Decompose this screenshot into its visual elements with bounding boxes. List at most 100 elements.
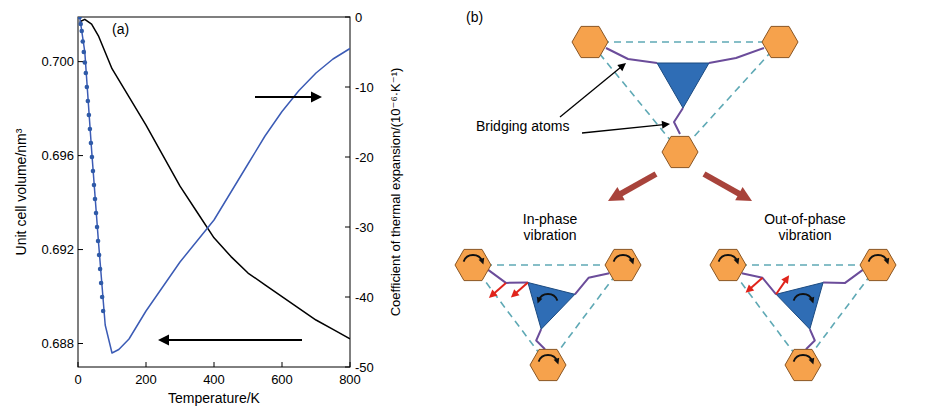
vibration-arrow — [494, 283, 506, 294]
bridge — [575, 273, 609, 294]
x-axis-title: Temperature/K — [168, 390, 260, 406]
axis-pointer-arrow-head — [311, 92, 322, 103]
hexagon — [605, 249, 641, 280]
data-point — [85, 85, 90, 90]
y2-tick-label: 0 — [355, 10, 362, 25]
panel-label: (a) — [112, 21, 129, 37]
y-tick — [78, 155, 83, 156]
data-point — [84, 71, 89, 76]
hexagon — [662, 136, 698, 167]
data-point — [90, 155, 95, 160]
hexagon — [860, 249, 896, 280]
mode-label: Out-of-phasevibration — [764, 211, 846, 243]
data-point — [97, 253, 102, 258]
data-point — [83, 60, 88, 65]
axis-pointer-arrow-head — [158, 335, 169, 346]
rotation-arrow-head — [809, 297, 815, 304]
data-point — [81, 50, 86, 55]
data-point — [78, 22, 83, 27]
data-point — [88, 127, 93, 132]
dashed-link — [590, 42, 680, 152]
bridge — [709, 48, 764, 63]
axis-pointer-arrow — [255, 96, 313, 98]
data-point — [93, 197, 98, 202]
curve — [80, 19, 350, 338]
vibration-arrow-head — [489, 290, 498, 298]
bridge — [488, 270, 528, 283]
y-tick-label: 0.696 — [41, 148, 74, 163]
data-point — [101, 309, 106, 314]
mode-label-line: In-phase — [523, 211, 578, 227]
dashed-link — [728, 265, 803, 365]
data-point — [89, 141, 94, 146]
x-tick-label: 400 — [203, 372, 225, 387]
hexagon — [530, 349, 566, 380]
hexagon — [710, 249, 746, 280]
vibration-arrow-head — [746, 285, 755, 293]
diagram: In-phasevibrationOut-of-phasevibration — [455, 26, 896, 380]
triangle — [776, 283, 823, 330]
bridging-label: Bridging atoms — [476, 118, 569, 134]
bridge — [674, 108, 683, 134]
y-tick-label: 0.692 — [41, 242, 74, 257]
hexagon — [785, 349, 821, 380]
dashed-link — [473, 264, 623, 266]
x-tick — [78, 362, 79, 367]
mode-label-line: vibration — [779, 227, 832, 243]
bridge — [806, 329, 815, 349]
panel-label: (b) — [466, 9, 483, 25]
y2-tick — [345, 157, 350, 158]
hexagon — [455, 249, 491, 280]
mode-label: In-phasevibration — [523, 211, 578, 243]
data-point — [80, 39, 85, 44]
triangle — [657, 63, 709, 108]
data-point — [94, 211, 99, 216]
mode-arrow — [704, 174, 742, 195]
y-tick — [78, 249, 83, 250]
dashed-link — [548, 265, 623, 365]
rotation-arrow-head — [537, 297, 543, 304]
y2-tick — [345, 297, 350, 298]
label-pointer-head — [662, 121, 670, 129]
y-tick — [78, 61, 83, 62]
y2-tick-label: -20 — [355, 150, 374, 165]
y2-tick-label: -30 — [355, 220, 374, 235]
y2-tick-label: -50 — [355, 360, 374, 375]
bridge — [536, 329, 545, 349]
vibration-arrow-head — [781, 275, 789, 284]
y-axis-title: Unit cell volume/nm³ — [13, 128, 29, 255]
hexagon — [572, 26, 608, 57]
y-tick-label: 0.700 — [41, 54, 74, 69]
label-pointer — [582, 125, 664, 133]
plot-frame — [78, 17, 350, 367]
x-tick — [350, 362, 351, 367]
label-pointer-head — [617, 63, 626, 71]
data-point — [91, 169, 96, 174]
rotation-arrow-head — [809, 358, 815, 365]
x-tick — [146, 362, 147, 367]
y2-tick-label: -40 — [355, 290, 374, 305]
data-point — [95, 225, 100, 230]
hexagon — [762, 26, 798, 57]
x-tick-label: 200 — [135, 372, 157, 387]
data-point — [99, 281, 104, 286]
y2-tick — [345, 87, 350, 88]
data-point — [79, 29, 84, 34]
x-tick — [282, 362, 283, 367]
curve — [80, 17, 350, 353]
y-tick-label: 0.688 — [41, 336, 74, 351]
label-pointer — [560, 67, 621, 117]
vibration-arrow-head — [511, 289, 520, 297]
data-point — [86, 99, 91, 104]
mode-arrow-head — [608, 187, 625, 201]
dashed-link — [590, 41, 780, 43]
data-point — [92, 183, 97, 188]
plot-data — [78, 17, 350, 353]
bridge — [606, 48, 657, 63]
mode-label-line: Out-of-phase — [764, 211, 846, 227]
data-point — [100, 295, 105, 300]
x-tick-label: 600 — [271, 372, 293, 387]
vibration-arrow — [776, 281, 785, 295]
bridge — [742, 273, 776, 294]
figure: 02004006008000.6880.6920.6960.7000-10-20… — [0, 0, 925, 410]
